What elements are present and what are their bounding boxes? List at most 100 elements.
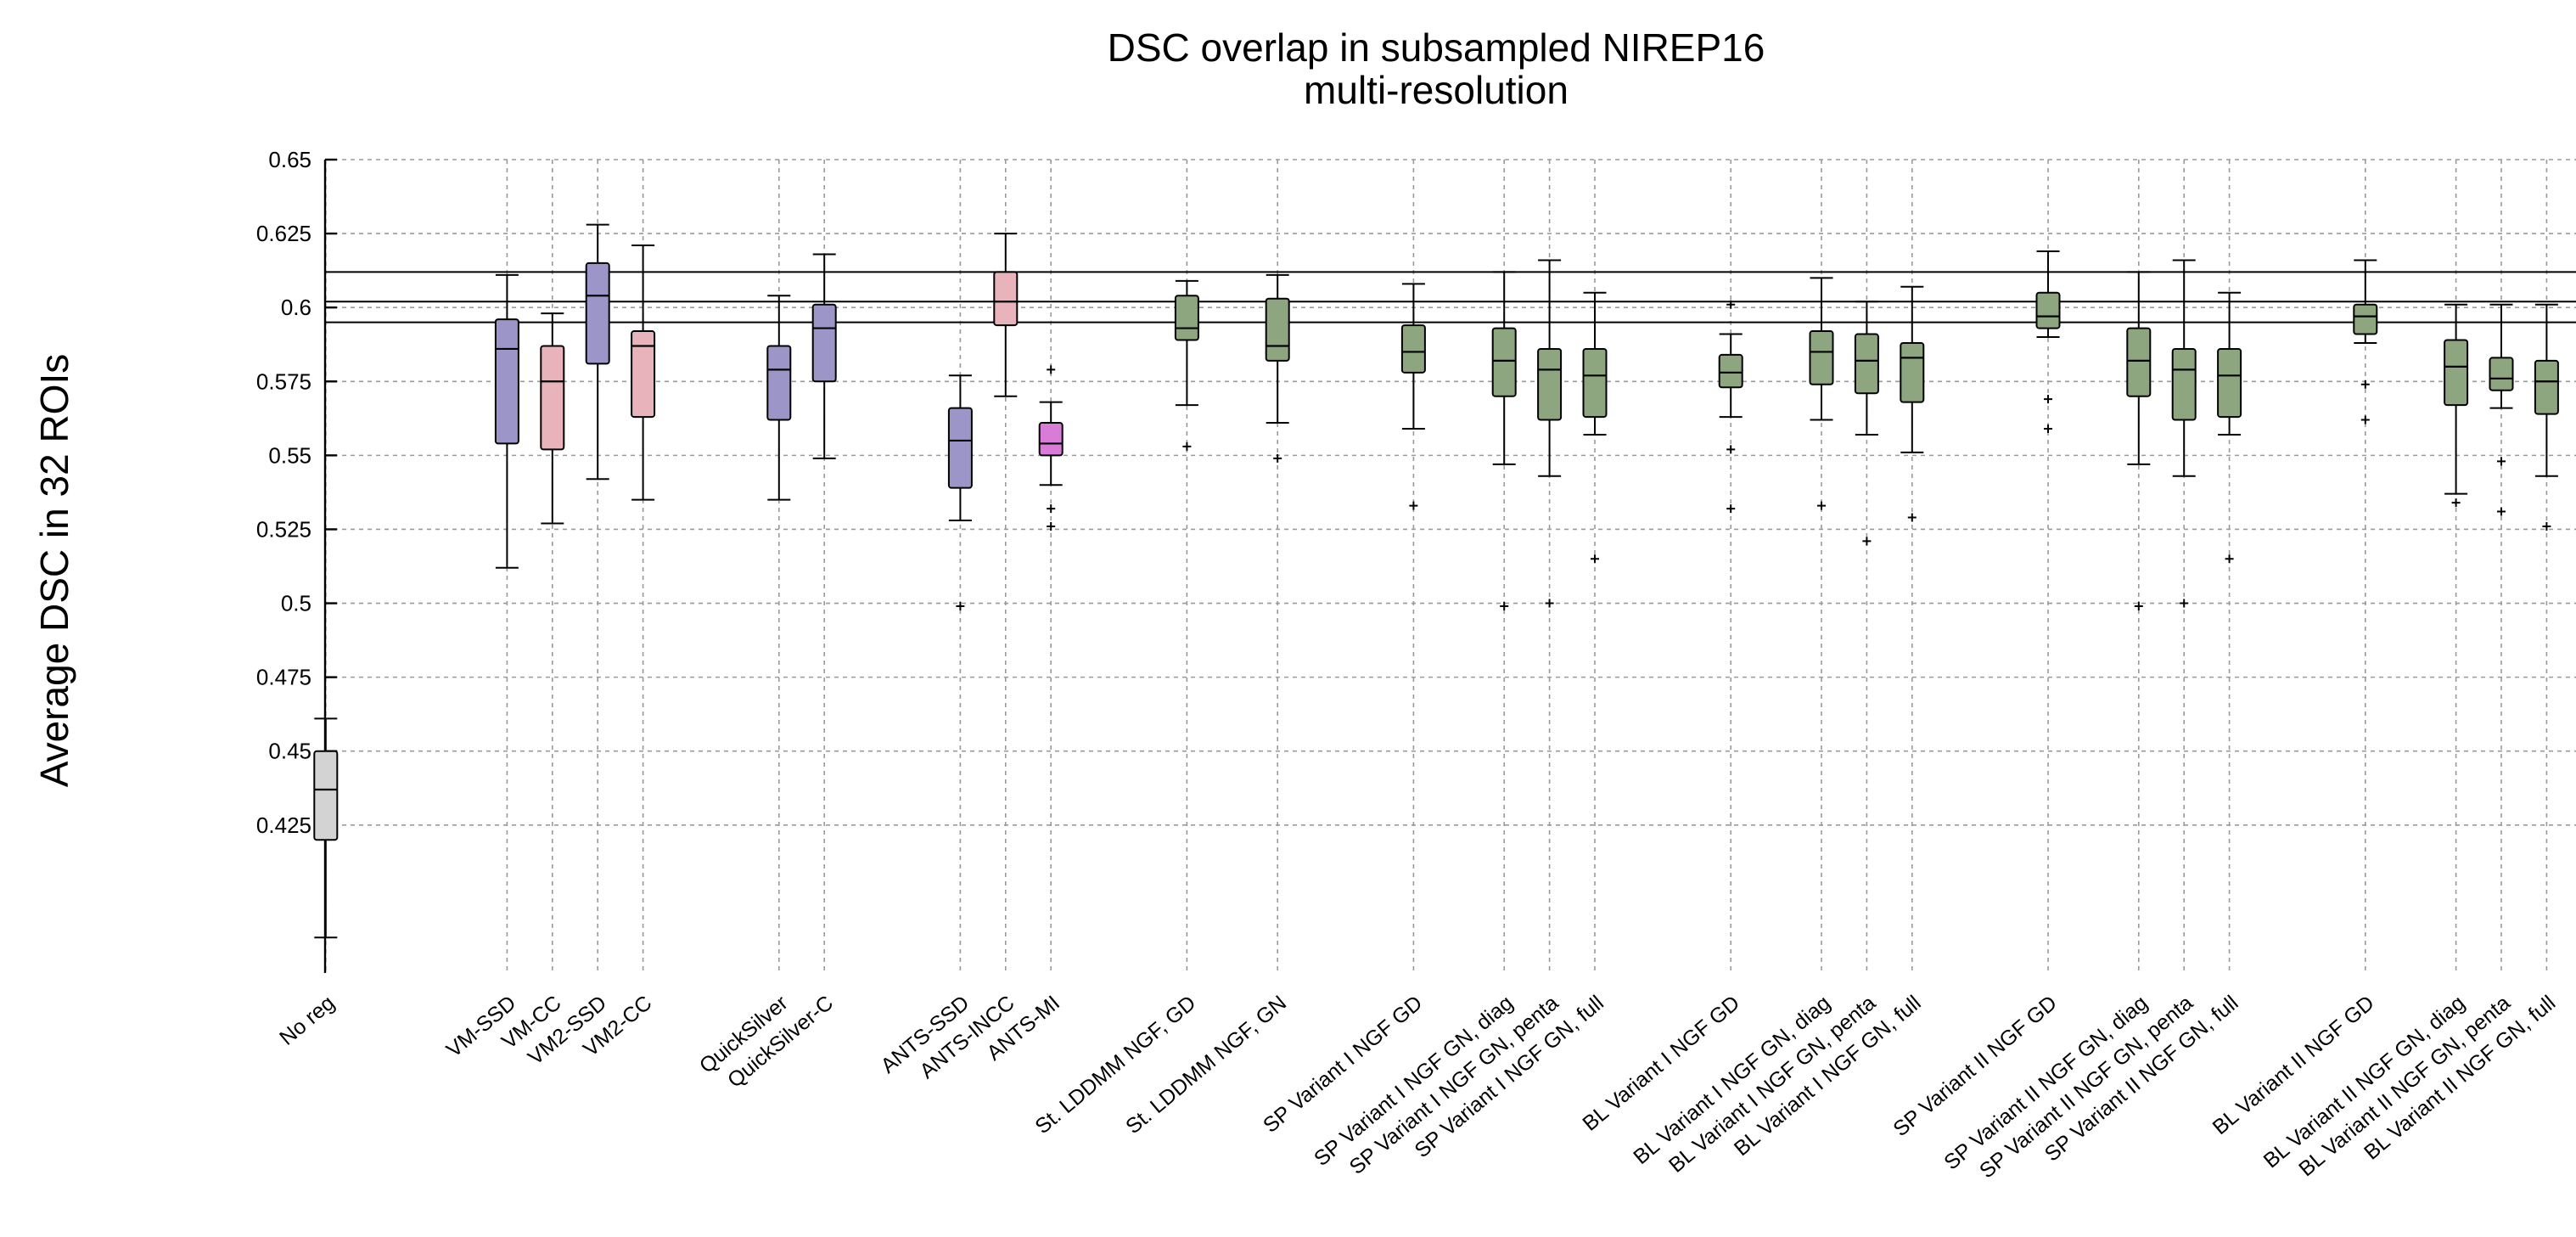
box-body (540, 345, 565, 451)
y-tick-label: 0.625 (256, 221, 311, 246)
outlier-point (2360, 415, 2370, 425)
box-sp-variant-i-ngf-gn-full (1582, 291, 1608, 564)
y-tick-label: 0.55 (268, 442, 311, 468)
box-body (1900, 341, 1925, 403)
box-vm-cc (540, 312, 565, 525)
box-bl-variant-i-ngf-gd (1718, 300, 1743, 514)
chart-title: DSC overlap in subsampled NIREP16 (1108, 25, 1765, 70)
y-tick-label: 0.6 (281, 295, 311, 320)
y-tick-label: 0.45 (268, 739, 311, 764)
x-tick-label: BL Variant II NGF GN, penta (2294, 991, 2515, 1181)
box-bl-variant-i-ngf-gn-penta (1854, 301, 1879, 546)
box-no-reg (313, 717, 339, 939)
box-body (1491, 327, 1517, 397)
x-tick-label: BL Variant I NGF GN, full (1730, 991, 1926, 1161)
box-vm2-ssd (585, 223, 610, 481)
outlier-point (2044, 395, 2052, 404)
box-body (585, 261, 610, 365)
box-body (1809, 330, 1834, 385)
outlier-point (1907, 513, 1917, 522)
y-tick-label: 0.575 (256, 368, 311, 394)
outlier-point (2225, 554, 2234, 564)
box-body (766, 345, 792, 421)
y-tick-label: 0.525 (256, 516, 311, 542)
outlier-point (2451, 498, 2461, 508)
y-ticks: 0.425 0.45 0.475 0.5 0.525 0.55 0.575 0.6 0.625 0… (256, 147, 337, 838)
box-ants-mi (1038, 365, 1064, 531)
box-bl-variant-ii-ngf-gd (2353, 259, 2378, 425)
y-tick-label: 0.5 (281, 591, 311, 616)
outlier-point (1182, 441, 1192, 451)
outlier-point (1047, 365, 1056, 374)
y-tick-label: 0.475 (256, 665, 311, 690)
x-tick-label: No reg (275, 991, 339, 1050)
y-tick-label: 0.65 (268, 147, 311, 172)
outlier-point (1726, 504, 1736, 514)
outlier-point (1500, 602, 1509, 611)
box-body (1718, 353, 1743, 389)
x-tick-label: SP Variant I NGF GN, full (1411, 991, 1608, 1162)
box-body (1400, 324, 1426, 374)
outlier-point (1726, 300, 1736, 309)
outlier-point (1591, 554, 1599, 564)
box-body (2126, 327, 2152, 397)
y-axis-label: Average DSC in 32 ROIs (32, 354, 76, 788)
box-body (2534, 359, 2559, 415)
chart-subtitle: multi-resolution (1304, 68, 1569, 112)
box-body (2171, 347, 2197, 421)
box-ants-incc (993, 233, 1019, 397)
box-body (1265, 297, 1290, 362)
outlier-point (2497, 507, 2506, 516)
box-body (2353, 303, 2378, 335)
outlier-point (2360, 380, 2370, 389)
box-bl-variant-i-ngf-gn-full (1900, 285, 1925, 522)
outlier-point (2542, 521, 2551, 531)
outlier-point (1409, 501, 1418, 510)
box-body (993, 271, 1019, 327)
box-sp-variant-ii-ngf-gd (2035, 250, 2061, 434)
box-sp-variant-ii-ngf-gn-penta (2171, 259, 2197, 608)
box-body (811, 303, 837, 383)
box-st-lddmm-ngf-gd (1174, 279, 1199, 451)
box-sp-variant-i-ngf-gn-penta (1537, 259, 1563, 608)
box-sp-variant-ii-ngf-gn-full (2217, 291, 2242, 564)
outlier-point (1545, 599, 1554, 608)
box-sp-variant-ii-ngf-gn-diag (2126, 271, 2152, 611)
box-bl-variant-ii-ngf-gn-full (2534, 303, 2559, 531)
outlier-point (956, 602, 965, 611)
outlier-point (1726, 445, 1736, 454)
box-quicksilver (766, 295, 792, 501)
box-body (494, 318, 519, 445)
outlier-point (1273, 453, 1282, 463)
outlier-point (2180, 599, 2189, 608)
box-body (2035, 291, 2061, 329)
box-body (947, 407, 973, 489)
outlier-point (2134, 602, 2143, 611)
x-tick-label: SP Variant II NGF GN, penta (1975, 991, 2197, 1183)
box-vm2-cc (631, 245, 656, 501)
box-bl-variant-i-ngf-gn-diag (1809, 277, 1834, 510)
box-body (2444, 339, 2469, 407)
box-sp-variant-i-ngf-gn-diag (1491, 271, 1517, 611)
grid-lines (324, 159, 2576, 973)
box-body (1174, 295, 1199, 341)
box-bl-variant-ii-ngf-gn-diag (2444, 303, 2469, 508)
box-body (1038, 422, 1064, 457)
box-body (1537, 347, 1563, 421)
box-body (631, 330, 656, 419)
box-st-lddmm-ngf-gn (1265, 273, 1290, 463)
outlier-point (1862, 537, 1872, 546)
box-series (313, 223, 2559, 939)
box-sp-variant-i-ngf-gd (1400, 283, 1426, 510)
box-body (2217, 347, 2242, 419)
y-tick-label: 0.425 (256, 812, 311, 838)
outlier-point (1047, 521, 1056, 531)
box-body (2489, 357, 2514, 391)
box-body (313, 750, 339, 841)
box-vm-ssd (494, 273, 519, 569)
box-quicksilver-c (811, 253, 837, 459)
outlier-point (1817, 501, 1826, 510)
box-body (1854, 333, 1879, 395)
